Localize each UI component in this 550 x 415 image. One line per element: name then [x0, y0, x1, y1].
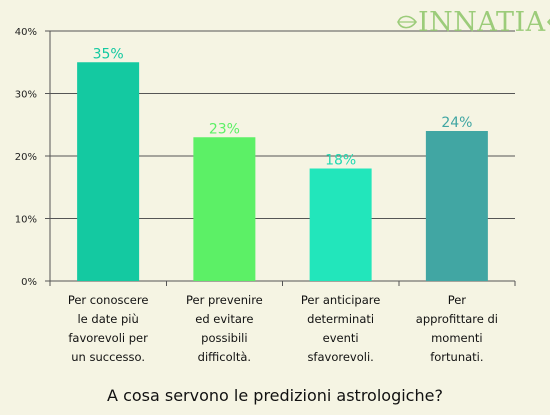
y-tick-label: 0%	[21, 277, 37, 288]
bar	[77, 62, 140, 281]
logo-text: INNATIA	[418, 6, 546, 38]
y-tick-label: 40%	[15, 27, 37, 38]
bar	[425, 131, 488, 281]
bar	[193, 137, 256, 281]
x-category-label: Per prevenire ed evitare possibili diffi…	[186, 293, 263, 364]
y-tick-label: 30%	[15, 90, 37, 101]
leaf-left-icon	[397, 15, 418, 29]
innatia-logo: INNATIA	[396, 2, 550, 42]
chart-title: A cosa servono le predizioni astrologich…	[107, 386, 443, 405]
y-tick-label: 20%	[15, 152, 37, 163]
bar	[309, 168, 372, 281]
x-category-label: Per approfittare di momenti fortunati.	[415, 293, 498, 364]
data-label: 18%	[325, 153, 356, 169]
data-label: 24%	[441, 115, 472, 131]
data-label: 35%	[93, 46, 124, 62]
data-label: 23%	[209, 121, 240, 137]
y-tick-label: 10%	[15, 215, 37, 226]
leaf-right-icon	[546, 18, 550, 26]
x-category-label: Per anticipare determinati eventi sfavor…	[300, 293, 381, 364]
x-category-label: Per conoscere le date più favorevoli per…	[67, 293, 149, 364]
